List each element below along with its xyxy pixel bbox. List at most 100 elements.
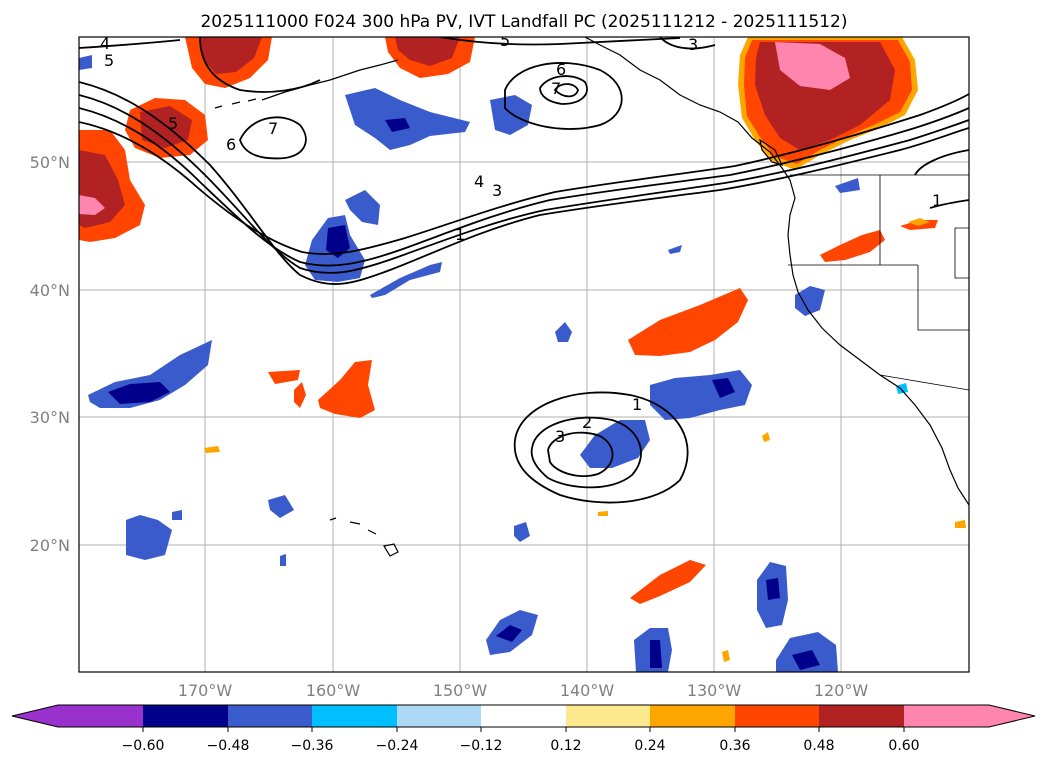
ivt-negative-blob: [79, 55, 92, 70]
ivt-negative-blob: [370, 262, 442, 298]
ivt-strong-negative-blob: [712, 378, 735, 398]
lat-label: 20°N: [30, 536, 70, 555]
pv-contour: [547, 431, 614, 477]
ivt-negative-blob: [490, 95, 532, 135]
lat-label: 30°N: [30, 408, 70, 427]
pv-contour: [530, 416, 642, 489]
colorbar-arrow-right: [989, 705, 1035, 727]
colorbar-bin: [735, 705, 819, 727]
pv-contour: [659, 37, 716, 50]
ivt-negative-blob: [280, 554, 286, 566]
coastlines: [214, 37, 969, 557]
ivt-strong-negative-blob: [766, 578, 780, 600]
colorbar-tick-label: 0.60: [888, 738, 919, 754]
aleutian-islands: [214, 98, 257, 109]
contour-label: 6: [556, 60, 566, 79]
contour-labels: 4 5 5 6 7 4 3 1 6 7 3 1 1 2 3 5: [100, 31, 942, 446]
colorbar-bin: [566, 705, 650, 727]
contour-label: 3: [688, 35, 698, 54]
lon-label: 130°W: [687, 681, 742, 700]
map-frame: [78, 36, 970, 673]
ivt-positive-blob: [820, 230, 885, 262]
colorbar-bin: [904, 705, 989, 727]
pv-contour: [79, 93, 969, 255]
lon-label: 160°W: [306, 681, 361, 700]
state-borders: [788, 175, 969, 391]
colorbar-bin: [397, 705, 481, 727]
pv-contour: [504, 62, 623, 130]
ivt-strong-positive-blob: [395, 37, 460, 66]
contour-label: 5: [500, 31, 510, 50]
ivt-negative-blob: [668, 245, 682, 254]
colorbar-bin: [143, 705, 228, 727]
contour-label: 5: [104, 51, 114, 70]
pv-contour: [553, 83, 579, 98]
ivt-weak-positive-blob: [762, 432, 770, 442]
ivt-negative-blob: [896, 383, 908, 394]
ivt-strong-negative-blob: [108, 382, 170, 404]
lat-label: 40°N: [30, 281, 70, 300]
pv-contour: [929, 199, 969, 209]
ivt-strong-negative-blob: [385, 118, 410, 132]
ivt-strong-negative-blob: [650, 640, 662, 668]
pv-contour: [79, 39, 181, 49]
contour-label: 7: [551, 79, 561, 98]
map-title: 2025111000 F024 300 hPa PV, IVT Landfall…: [200, 12, 847, 32]
hawaiian-islands: [329, 517, 399, 557]
colorbar-bin: [481, 705, 566, 727]
contour-label: 3: [492, 181, 502, 200]
lon-label: 170°W: [178, 681, 233, 700]
ivt-negative-blob: [172, 510, 182, 520]
contour-label: 1: [455, 225, 465, 244]
colorbar-bin: [228, 705, 312, 727]
lon-label: 120°W: [814, 681, 869, 700]
pv-contour: [79, 94, 969, 274]
colorbar-bin: [312, 705, 397, 727]
ivt-negative-blob: [514, 522, 530, 542]
vancouver-island: [759, 138, 784, 166]
ivt-negative-blob: [345, 88, 470, 150]
colorbar-tick-label: 0.12: [550, 738, 581, 754]
contour-label: 1: [632, 395, 642, 414]
ivt-negative-blob: [795, 286, 825, 316]
contour-label: 3: [555, 427, 565, 446]
contour-label: 6: [226, 135, 236, 154]
map-panel: 4 5 5 6 7 4 3 1 6 7 3 1 1 2 3 5: [78, 31, 970, 673]
pv-contour: [513, 391, 689, 504]
lon-label: 150°W: [433, 681, 488, 700]
colorbar-tick-label: −0.48: [207, 738, 250, 754]
colorbar-ticks: [142, 727, 905, 732]
ivt-strong-positive-blob: [200, 37, 262, 74]
ivt-positive-blob: [268, 370, 300, 384]
colorbar-bin: [58, 705, 143, 727]
pv-contour: [439, 37, 681, 46]
colorbar-arrow-left: [12, 705, 58, 727]
ivt-negative-blob: [345, 190, 380, 225]
ivt-weak-positive-blob: [955, 520, 966, 528]
north-america-coast: [584, 37, 969, 506]
pv-contour: [79, 81, 969, 285]
pv-contours: [79, 37, 969, 504]
gridlines: [79, 37, 969, 672]
colorbar-tick-label: 0.48: [803, 738, 834, 754]
ivt-positive-blob: [294, 382, 306, 408]
ivt-weak-positive-blob: [722, 650, 730, 662]
pv-contour: [914, 149, 969, 176]
lon-label: 140°W: [560, 681, 615, 700]
colorbar-tick-label: −0.12: [460, 738, 503, 754]
alaska-peninsula: [261, 59, 399, 101]
contour-label: 1: [932, 191, 942, 210]
pv-contour: [539, 75, 588, 105]
longitude-labels: 170°W 160°W 150°W 140°W 130°W 120°W: [178, 681, 869, 700]
colorbar-tick-label: −0.60: [122, 738, 165, 754]
ivt-weak-positive-blob: [204, 446, 220, 453]
colorbar-tick-label: −0.24: [376, 738, 419, 754]
ivt-strong-negative-blob: [792, 650, 820, 670]
ivt-weak-positive-blob: [908, 218, 930, 226]
lat-label: 50°N: [30, 153, 70, 172]
colorbar-tick-labels: −0.60 −0.48 −0.36 −0.24 −0.12 0.12 0.24 …: [122, 738, 920, 754]
colorbar-tick-label: −0.36: [291, 738, 334, 754]
pv-contour: [79, 107, 969, 267]
ivt-positive-blob: [628, 288, 748, 356]
